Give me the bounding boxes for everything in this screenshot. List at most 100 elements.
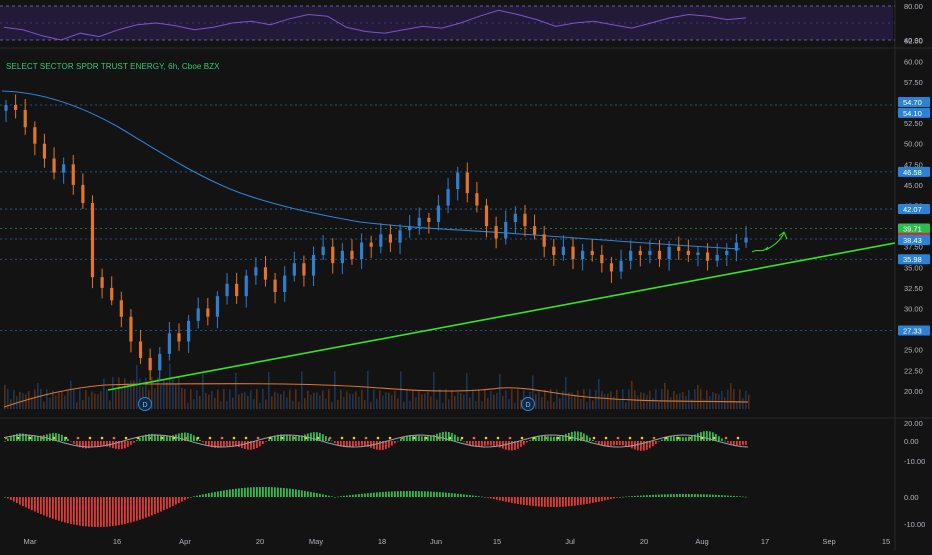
volume-bar <box>52 390 54 409</box>
oscillator-2-bar <box>367 493 369 497</box>
oscillator-1-dot <box>436 436 440 440</box>
oscillator-1-bar <box>238 441 240 448</box>
oscillator-1-bar <box>607 441 609 447</box>
candle-body <box>311 254 316 276</box>
volume-bar <box>304 398 306 409</box>
oscillator-2-bar <box>523 497 525 505</box>
oscillator-1-bar <box>379 441 381 451</box>
oscillator-2-bar <box>661 494 663 497</box>
oscillator-1-bar <box>670 436 672 441</box>
oscillator-2-bar <box>727 495 729 497</box>
volume-bar <box>736 401 738 409</box>
oscillator-2-bar <box>190 497 192 498</box>
oscillator-1-bar <box>601 441 603 446</box>
volume-bar <box>196 390 198 409</box>
volume-bar <box>352 393 354 409</box>
oscillator-2-bar <box>610 497 612 500</box>
oscillator-2-bar <box>373 492 375 497</box>
volume-bar <box>625 402 627 409</box>
oscillator-2-bar <box>331 496 333 497</box>
oscillator-2-bar <box>82 497 84 527</box>
oscillator-1-bar <box>646 441 648 450</box>
oscillator-1-bar <box>718 436 720 441</box>
volume-bar <box>223 389 225 409</box>
volume-bar <box>628 389 630 409</box>
candle-body <box>398 230 402 243</box>
oscillator-1-dot <box>712 436 716 440</box>
volume-bar <box>448 399 450 409</box>
volume-bar <box>514 402 516 409</box>
candle-body <box>273 279 277 293</box>
volume-bar <box>127 383 129 409</box>
oscillator-2-bar <box>73 497 75 525</box>
oscillator-1-bar <box>472 441 474 447</box>
oscillator-2-bar <box>655 494 657 497</box>
oscillator-1-bar <box>166 436 168 441</box>
oscillator-1-bar <box>388 441 390 448</box>
oscillator-1-dot <box>484 436 488 440</box>
oscillator-2-bar <box>310 492 312 497</box>
volume-bar <box>175 384 177 409</box>
oscillator-2-bar <box>100 497 102 527</box>
oscillator-2-bar <box>337 496 339 498</box>
volume-bar <box>394 390 396 409</box>
oscillator-2-bar <box>238 488 240 497</box>
volume-bar <box>307 390 309 409</box>
oscillator-1-dot <box>400 436 404 440</box>
oscillator-1-dot <box>184 436 188 440</box>
oscillator-1-bar <box>358 441 360 446</box>
price-tick-label: 25.00 <box>904 346 923 355</box>
price-label-text: 54.10 <box>903 109 922 118</box>
candle-body <box>206 308 210 317</box>
oscillator-1-tick: 0.00 <box>904 437 919 446</box>
volume-bar <box>382 395 384 409</box>
oscillator-1-bar <box>709 431 711 441</box>
oscillator-1-bar <box>577 431 579 441</box>
oscillator-1-bar <box>169 435 171 441</box>
oscillator-1-dot <box>100 436 104 440</box>
candle-body <box>4 104 8 111</box>
candle-body <box>715 254 719 261</box>
volume-bar <box>124 378 126 409</box>
oscillator-1-bar <box>235 441 237 447</box>
volume-bar <box>508 399 510 409</box>
oscillator-2-bar <box>355 494 357 497</box>
oscillator-2-bar <box>538 497 540 507</box>
oscillator-2-bar <box>424 491 426 497</box>
rsi-tick-label: 40.00 <box>904 36 923 45</box>
volume-bar <box>64 395 66 409</box>
candle-body <box>542 234 546 247</box>
oscillator-2-bar <box>166 497 168 509</box>
volume-bar <box>40 389 42 409</box>
oscillator-2-bar <box>196 495 198 497</box>
volume-bar <box>613 396 615 409</box>
oscillator-1-bar <box>73 441 75 444</box>
oscillator-2-bar <box>187 497 189 499</box>
oscillator-1-dot <box>76 436 80 440</box>
oscillator-1-bar <box>652 441 654 447</box>
volume-bar <box>37 382 39 409</box>
oscillator-1-bar <box>535 436 537 441</box>
oscillator-1-bar <box>628 441 630 448</box>
oscillator-2-bar <box>490 497 492 499</box>
oscillator-2-bar <box>154 497 156 515</box>
volume-bar <box>652 397 654 409</box>
oscillator-1-bar <box>598 441 600 444</box>
candle-body <box>417 217 421 227</box>
oscillator-2-bar <box>412 491 414 497</box>
price-tick-label: 60.00 <box>904 57 923 66</box>
oscillator-1-bar <box>334 441 336 443</box>
oscillator-2-bar <box>64 497 66 523</box>
volume-bar <box>418 391 420 409</box>
oscillator-2-bar <box>67 497 69 524</box>
oscillator-1-bar <box>121 441 123 450</box>
volume-bar <box>229 389 231 409</box>
candle-body <box>561 246 566 255</box>
volume-bar <box>469 397 471 409</box>
x-tick-label: Jun <box>430 537 442 546</box>
oscillator-1-bar <box>136 440 138 441</box>
oscillator-2-bar <box>445 492 447 497</box>
volume-bar <box>556 389 558 409</box>
oscillator-1-dot <box>52 436 56 440</box>
